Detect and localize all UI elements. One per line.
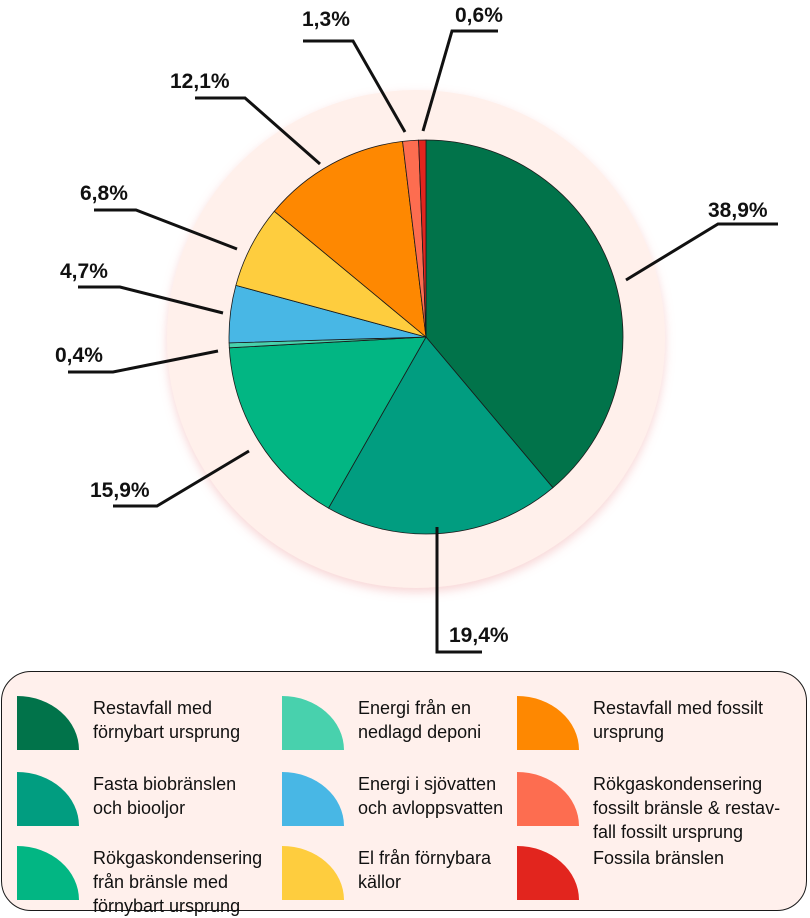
legend-label: Fossila bränslen [593, 848, 725, 868]
legend: Restavfall med förnybart ursprung Fasta … [1, 671, 807, 916]
legend-item-fasta-biobranslen: Fasta biobränslen och biooljor [17, 772, 236, 826]
leader-line-deponi [68, 349, 219, 374]
slice-value-label: 19,4% [449, 624, 509, 647]
legend-item-rokgas-fornybart: Rökgaskondensering från bränsle med förn… [17, 846, 262, 918]
legend-label: Restavfall med fossilt ursprung [593, 698, 764, 742]
legend-swatch-icon [517, 696, 579, 750]
slice-value-label: 1,3% [302, 8, 350, 31]
legend-item-sjovatten: Energi i sjövatten och avloppsvatten [282, 772, 503, 826]
slice-restavfall-fornybart [425, 139, 624, 489]
legend-swatch-icon [517, 772, 579, 826]
slice-value-label: 15,9% [90, 479, 150, 502]
legend-swatch-icon [282, 846, 344, 900]
legend-swatch-icon [282, 696, 344, 750]
slice-value-label: 4,7% [60, 260, 108, 283]
legend-label: Rökgaskondensering fossilt bränsle & res… [593, 774, 781, 842]
legend-swatch-icon [17, 846, 79, 900]
leader-line-sjovatten [78, 285, 224, 315]
slice-value-label: 6,8% [80, 182, 128, 205]
legend-label: Rökgaskondensering från bränsle med förn… [93, 848, 263, 916]
slice-rokgas-fornybart [228, 336, 427, 509]
legend-swatch-icon [517, 846, 579, 900]
slice-value-label: 12,1% [170, 70, 230, 93]
leader-line-fasta-biobranslen [435, 527, 482, 654]
leader-line-rokgas-fossilt [303, 39, 407, 133]
leader-line-rokgas-fornybart [113, 449, 250, 508]
pie-chart: 38,9% 19,4% 15,9% 0,4% 4,7% 6,8% 12,1% 1,3% 0,6% [55, 4, 778, 654]
leader-line-fossila-branslen [421, 29, 498, 132]
legend-item-fossila-branslen: Fossila bränslen [517, 846, 724, 900]
legend-label: El från förnybara källor [358, 848, 492, 892]
legend-label: Energi från en nedlagd deponi [358, 698, 482, 742]
leader-line-restavfall-fornybart [625, 222, 778, 282]
slice-fasta-biobranslen [327, 336, 554, 535]
legend-label: Energi i sjövatten och avloppsvatten [358, 774, 504, 818]
legend-swatch-icon [17, 772, 79, 826]
legend-label: Restavfall med förnybart ursprung [93, 698, 241, 742]
legend-item-rokgas-fossilt: Rökgaskondensering fossilt bränsle & res… [517, 772, 780, 844]
slice-value-labels: 38,9% 19,4% 15,9% 0,4% 4,7% 6,8% 12,1% 1,3% 0,6% [55, 4, 768, 647]
leader-lines [68, 29, 778, 654]
legend-item-el-fornybara: El från förnybara källor [282, 846, 491, 900]
slice-value-label: 0,4% [55, 344, 103, 367]
legend-item-restavfall-fossilt: Restavfall med fossilt ursprung [517, 696, 763, 750]
legend-swatch-icon [17, 696, 79, 750]
leader-line-restavfall-fossilt [195, 96, 321, 166]
legend-label: Fasta biobränslen och biooljor [93, 774, 237, 818]
leader-line-el-fornybara [94, 208, 238, 251]
slice-value-label: 38,9% [708, 199, 768, 222]
legend-item-restavfall-fornybart: Restavfall med förnybart ursprung [17, 696, 240, 750]
slice-value-label: 0,6% [455, 4, 503, 27]
slice-fossila-branslen [418, 139, 427, 338]
legend-item-deponi: Energi från en nedlagd deponi [282, 696, 481, 750]
pie-slices [228, 139, 624, 535]
legend-swatch-icon [282, 772, 344, 826]
slice-restavfall-fossilt [273, 140, 427, 338]
